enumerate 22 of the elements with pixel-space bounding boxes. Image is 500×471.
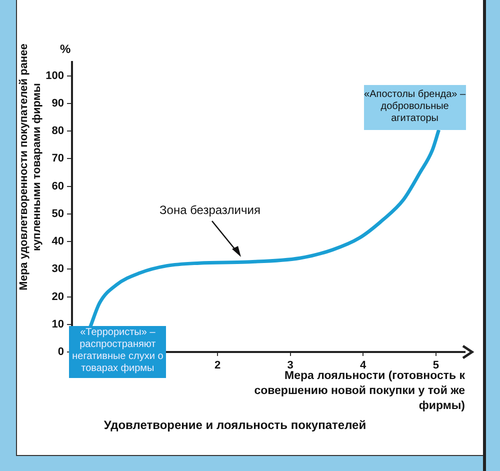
y-tick-label: 100 — [46, 70, 64, 82]
y-tick-label: 20 — [52, 290, 64, 303]
annotation: Зона безразличия — [158, 203, 262, 217]
y-tick-label: 90 — [52, 97, 64, 110]
x-tick-label: 5 — [432, 360, 439, 372]
y-tick-label: 40 — [52, 236, 64, 248]
y-axis-title: Мера удовлетворенности покупателей ранее купленными товарами фирмы — [18, 42, 44, 292]
x-tick-label: 4 — [360, 360, 368, 372]
text: % — [60, 42, 71, 56]
y-tick-label: 10 — [52, 318, 64, 330]
x-tick-label: 3 — [287, 360, 294, 372]
text: Удовлетворение и лояльность покупателей — [102, 418, 368, 432]
y-tick-label: 60 — [52, 180, 64, 192]
x-tick-label: 2 — [214, 360, 221, 372]
x-axis-title: Мера лояльности (готовность к совершению новой покупки у той же фирмы) — [253, 369, 465, 414]
annotation: «Террористы» – распространяют негативные слухи о товарах фирмы — [69, 326, 166, 378]
y-tick-label: 50 — [52, 208, 64, 220]
annotation: «Апостолы бренда» – добровольные агитаторы — [364, 84, 466, 130]
y-tick-label: 0 — [58, 346, 64, 358]
y-tick-label: 70 — [52, 152, 64, 165]
y-tick-label: 80 — [52, 125, 64, 138]
y-tick-label: 30 — [52, 263, 64, 276]
